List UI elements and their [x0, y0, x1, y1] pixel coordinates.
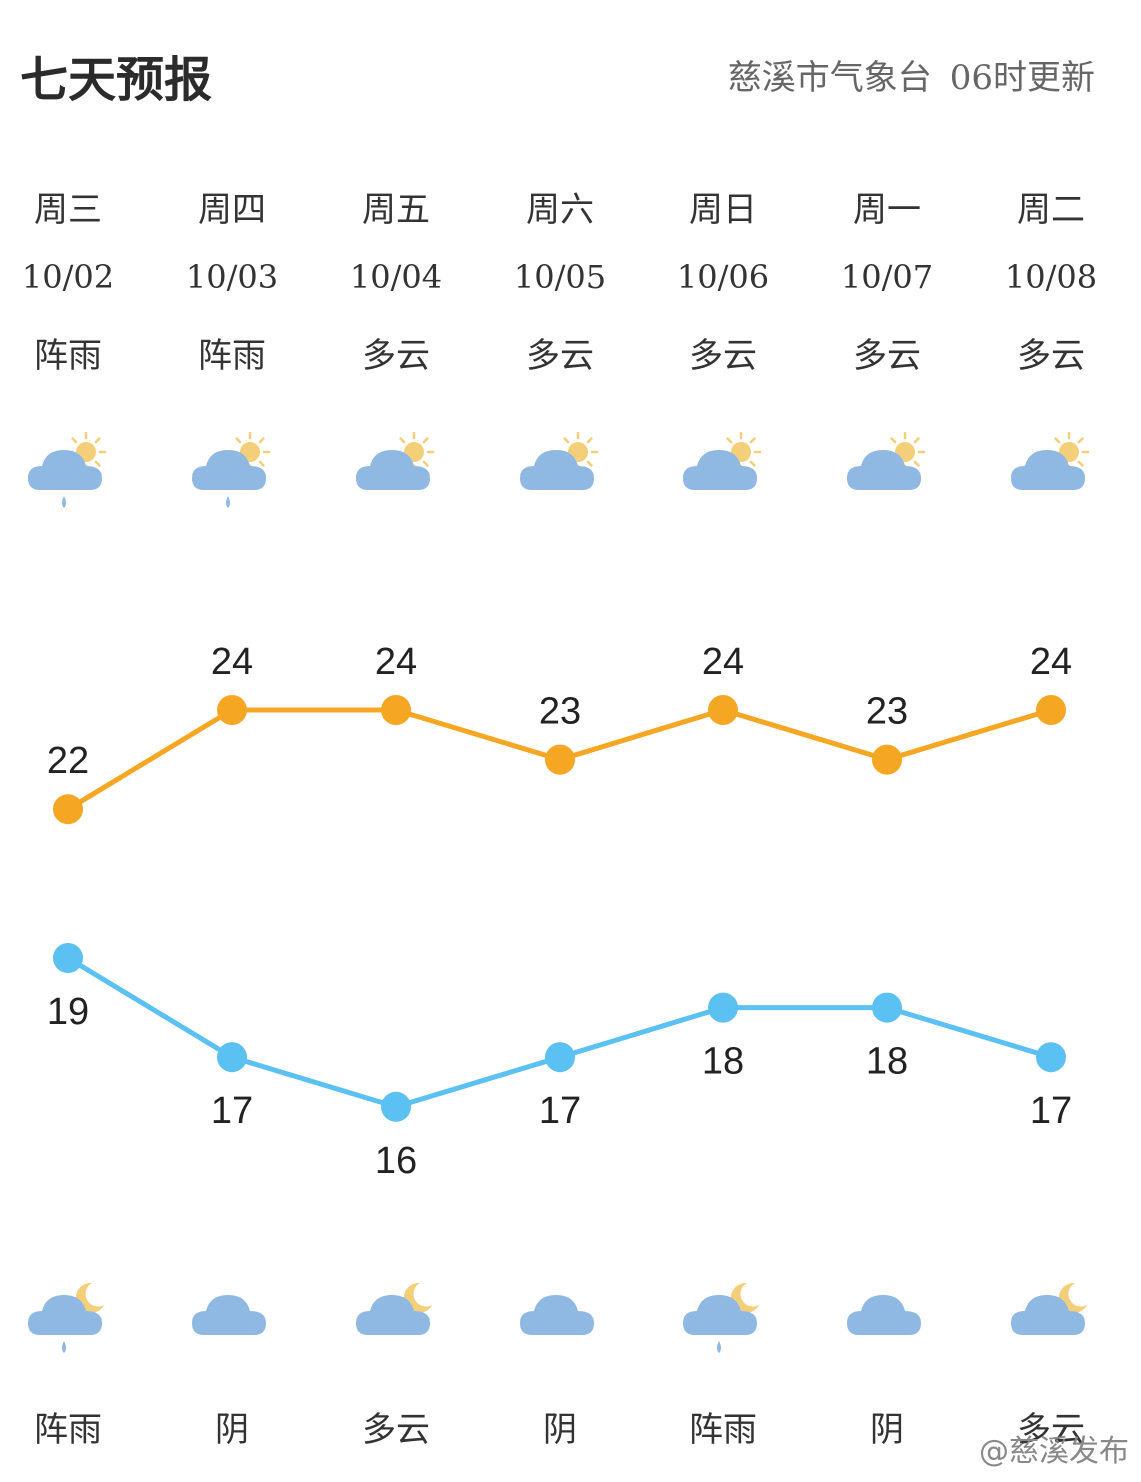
night-weather-label: 阵雨 [34, 1410, 102, 1450]
low-temp-label: 18 [702, 1041, 744, 1083]
low-temp-point [545, 1042, 575, 1073]
cloud-moon-rain-icon [648, 1275, 798, 1359]
high-temp-label: 24 [211, 641, 253, 683]
date-label: 10/08 [1004, 258, 1098, 296]
cloud-moon-icon [976, 1275, 1126, 1359]
high-temp-label: 22 [47, 740, 89, 782]
high-temp-point [708, 695, 738, 725]
date-label: 10/05 [513, 258, 607, 296]
source-info: 慈溪市气象台 06时更新 [728, 50, 1095, 99]
high-temp-point [53, 794, 83, 825]
day-of-week-label: 周五 [362, 190, 430, 230]
cloud-sun-icon [648, 430, 798, 514]
day-weather-label: 多云 [526, 336, 594, 376]
low-temp-point [872, 992, 902, 1023]
low-temp-label: 18 [866, 1041, 908, 1083]
night-weather-label: 阵雨 [689, 1410, 757, 1450]
station-name: 慈溪市气象台 [727, 58, 932, 98]
night-weather-label: 多云 [362, 1410, 430, 1450]
update-time: 06时更新 [949, 58, 1095, 98]
night-weather-label: 阴 [870, 1410, 904, 1450]
high-temp-point [381, 695, 411, 725]
low-temp-point [1036, 1042, 1066, 1073]
low-temp-label: 17 [539, 1090, 581, 1132]
temperature-chart: 22 24 24 23 24 23 24 19 17 16 17 18 18 17 [47, 641, 1072, 1182]
day-weather-label: 阵雨 [198, 336, 266, 376]
day-of-week-label: 周一 [853, 190, 921, 230]
cloud-sun-icon [812, 430, 962, 514]
cloud-sun-rain-icon [0, 430, 143, 514]
high-temp-label: 24 [1030, 641, 1072, 683]
cloud-sun-icon [321, 430, 471, 514]
low-temp-point [53, 943, 83, 973]
date-label: 10/02 [21, 258, 115, 296]
date-label: 10/03 [185, 258, 279, 296]
day-weather-label: 多云 [689, 336, 757, 376]
day-weather-label: 阵雨 [34, 336, 102, 376]
day-weather-label: 多云 [362, 336, 430, 376]
high-temp-point [872, 744, 902, 775]
high-temp-label: 23 [539, 691, 581, 733]
date-label: 10/04 [349, 258, 443, 296]
high-temp-label: 24 [702, 641, 744, 683]
cloud-moon-rain-icon [0, 1275, 143, 1359]
cloud-sun-rain-icon [157, 430, 307, 514]
low-temp-label: 17 [1030, 1090, 1072, 1132]
cloud-sun-icon [976, 430, 1126, 514]
night-weather-label: 多云 [1017, 1410, 1085, 1450]
night-weather-label: 阴 [215, 1410, 249, 1450]
page-title: 七天预报 [20, 52, 213, 108]
low-temp-point [708, 992, 738, 1023]
low-temp-point [217, 1042, 247, 1073]
watermark: @慈溪发布 [979, 1434, 1129, 1469]
low-temp-label: 16 [375, 1140, 417, 1182]
day-weather-label: 多云 [853, 336, 921, 376]
low-temp-line [66, 955, 1052, 1110]
day-of-week-label: 周四 [198, 190, 266, 230]
day-of-week-label: 周日 [689, 190, 757, 230]
date-label: 10/07 [840, 258, 934, 296]
cloud-moon-icon [321, 1275, 471, 1359]
cloud-sun-icon [485, 430, 635, 514]
high-temp-label: 23 [866, 691, 908, 733]
high-temp-point [217, 695, 247, 725]
date-label: 10/06 [676, 258, 770, 296]
high-temp-label: 24 [375, 641, 417, 683]
low-temp-point [381, 1091, 411, 1122]
day-of-week-label: 周三 [34, 190, 102, 230]
cloud-icon [812, 1275, 962, 1359]
high-temp-point [545, 744, 575, 775]
day-weather-label: 多云 [1017, 336, 1085, 376]
low-temp-label: 17 [211, 1090, 253, 1132]
cloud-icon [157, 1275, 307, 1359]
low-temp-label: 19 [47, 991, 89, 1033]
day-of-week-label: 周二 [1017, 190, 1085, 230]
cloud-icon [485, 1275, 635, 1359]
high-temp-point [1036, 695, 1066, 725]
night-weather-label: 阴 [543, 1410, 577, 1450]
day-of-week-label: 周六 [526, 190, 594, 230]
